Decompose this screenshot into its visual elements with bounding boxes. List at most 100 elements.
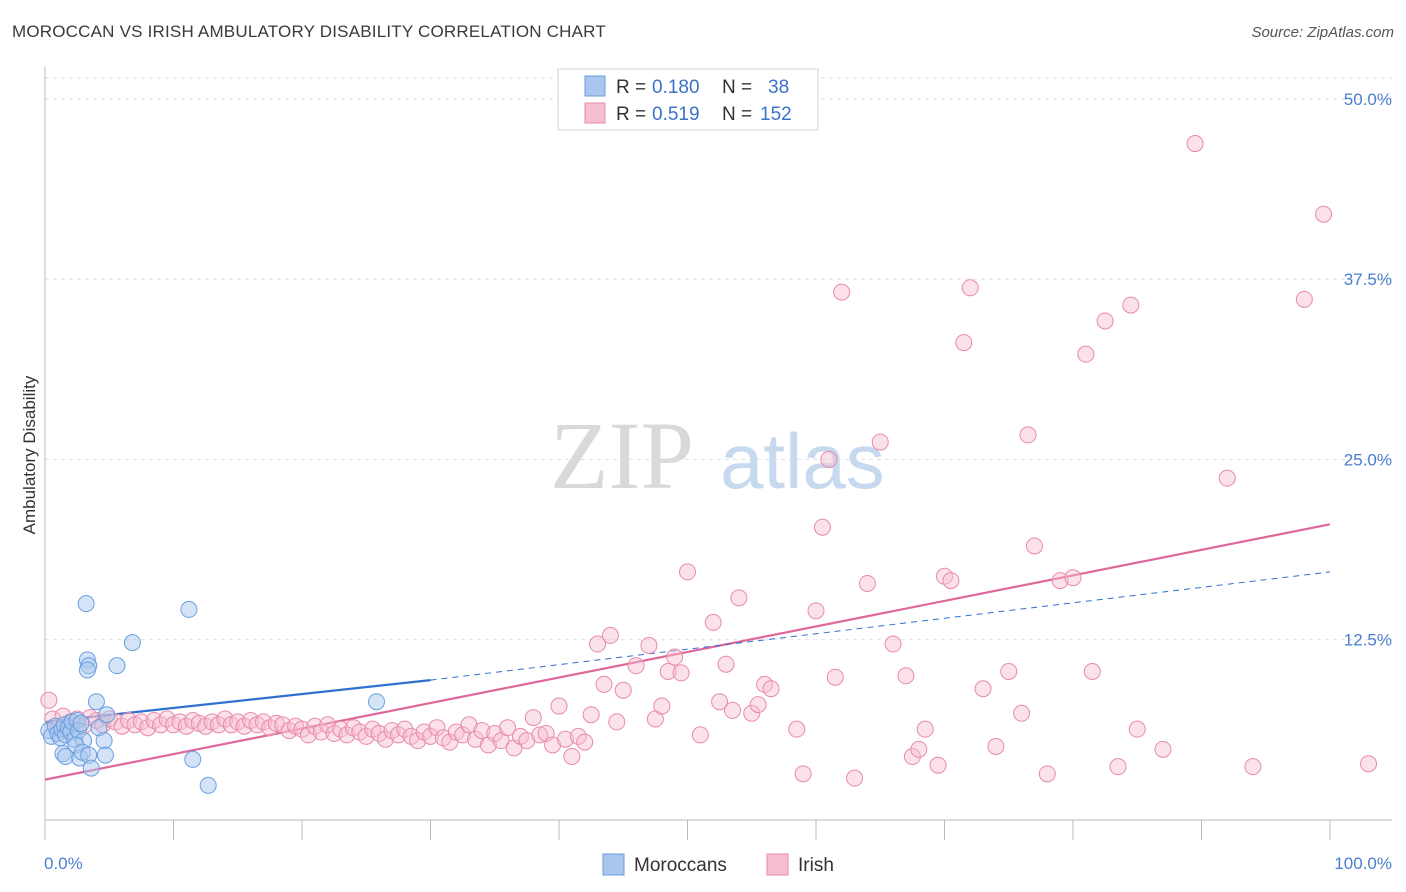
irish-point-130 [987,737,1005,755]
irish-point-81 [556,730,574,748]
irish-point-42 [306,717,324,735]
irish-point-84 [576,733,594,751]
irish-point-139 [1083,662,1101,680]
irish-point-41 [299,726,317,744]
irish-point-37 [274,716,292,734]
irish-point-120 [897,667,915,685]
irish-point-119 [884,635,902,653]
irish-point-80 [550,697,568,715]
irish-point-82 [563,748,581,766]
irish-point-0 [40,691,58,709]
tick-labels: 12.5% 25.0% 37.5% 50.0% 0.0% 100.0% [44,90,1392,873]
irish-point-22 [177,717,195,735]
moroccan-points [40,595,386,794]
irish-point-134 [1025,537,1043,555]
irish-point-96 [666,648,684,666]
irish-point-105 [743,704,761,722]
irish-points [40,135,1378,787]
irish-point-128 [961,279,979,297]
irish-point-92 [640,636,658,654]
irish-point-147 [1244,758,1262,776]
moroccan-point-35 [184,750,202,768]
irish-point-60 [422,727,439,745]
irish-point-144 [1154,740,1172,758]
irish-point-85 [582,706,600,724]
irish-point-117 [858,574,876,592]
legend-swatch-moroccans [584,75,606,97]
irish-point-109 [788,720,806,738]
irish-point-68 [473,722,491,740]
bottom-legend-swatch-moroccans [602,853,625,876]
legend-box: R = 0.180 N = 38 R = 0.519 N = 152 [557,68,819,131]
irish-point-58 [409,732,427,750]
irish-point-63 [441,733,459,751]
legend-r-value-1: 0.180 [652,77,700,98]
irish-point-72 [499,719,517,737]
irish-point-56 [396,720,414,738]
irish-point-18 [152,716,170,734]
x-tick-label-max: 100.0% [1334,854,1392,873]
irish-point-43 [312,723,330,741]
irish-point-103 [723,701,741,719]
irish-point-127 [955,334,973,352]
irish-point-19 [158,710,176,728]
irish-point-122 [910,740,928,758]
bottom-legend: Moroccans Irish [602,853,834,876]
irish-point-77 [531,726,549,744]
irish-point-76 [524,709,542,727]
irish-point-124 [929,756,947,774]
moroccan-point-37 [368,693,386,711]
chart-title: MOROCCAN VS IRISH AMBULATORY DISABILITY … [12,22,606,41]
irish-point-123 [916,720,934,738]
moroccan-point-27 [98,706,116,724]
legend-n-value-2: 152 [760,104,792,125]
irish-point-52 [370,724,388,742]
irish-trend-line [44,523,1331,781]
x-tick-label-min: 0.0% [44,854,83,873]
irish-point-98 [679,563,696,581]
y-tick-label-3: 50.0% [1344,90,1392,109]
irish-point-99 [691,726,709,744]
irish-point-16 [139,719,157,737]
grid-lines [45,77,1392,641]
irish-point-87 [595,675,613,693]
irish-point-89 [608,713,626,731]
irish-point-83 [569,727,587,745]
irish-point-150 [1360,755,1378,773]
y-tick-label-2: 37.5% [1344,270,1392,289]
moroccan-point-28 [77,595,95,613]
irish-point-145 [1186,135,1204,153]
irish-point-46 [332,720,350,738]
irish-point-106 [749,696,767,714]
moroccan-point-33 [123,634,141,652]
legend-n-label-1: N = [722,77,752,98]
irish-point-149 [1315,205,1333,223]
irish-point-133 [1019,426,1037,444]
moroccan-point-23 [87,693,105,711]
irish-point-116 [846,769,864,787]
moroccan-point-34 [180,600,198,618]
legend-r-label-1: R = [616,77,646,98]
irish-point-97 [672,664,690,682]
irish-point-129 [974,680,992,698]
irish-point-44 [319,716,337,734]
y-tick-label-1: 25.0% [1344,450,1392,469]
irish-point-148 [1295,290,1313,308]
irish-point-65 [454,726,472,744]
irish-point-118 [871,433,889,451]
irish-point-12 [113,717,131,735]
irish-point-143 [1128,720,1146,738]
y-tick-label-0: 12.5% [1344,631,1392,650]
irish-point-138 [1077,345,1095,363]
irish-point-94 [653,697,671,715]
axes [44,67,1392,840]
irish-point-108 [762,680,780,698]
watermark-atlas: atlas [720,417,885,505]
irish-point-102 [717,655,735,673]
irish-point-136 [1051,572,1069,590]
irish-point-146 [1218,469,1236,487]
moroccan-point-26 [96,746,114,764]
irish-point-47 [338,726,356,744]
moroccan-point-31 [78,661,96,679]
irish-point-90 [614,681,632,699]
